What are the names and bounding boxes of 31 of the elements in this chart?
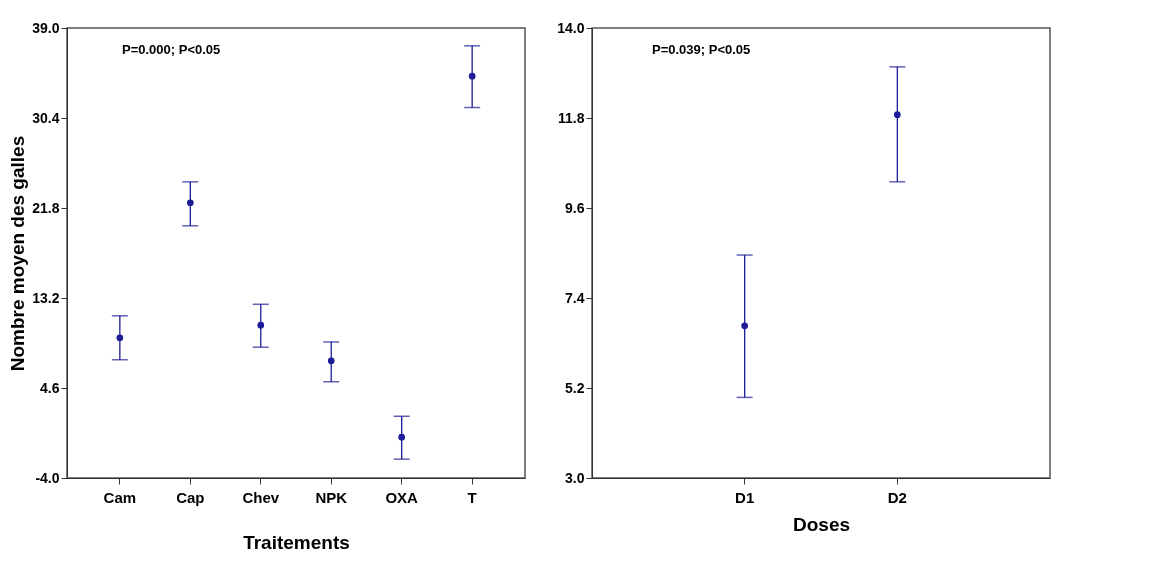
x-tick-label: Cam [103, 488, 137, 506]
y-tick-label: 4.6 [40, 379, 60, 396]
point [257, 321, 265, 329]
y-axis-title: Nombre moyen des galles [7, 135, 29, 372]
x-tick-label: D1 [735, 488, 755, 506]
point [398, 433, 406, 441]
x-tick-label: T [467, 488, 477, 506]
y-tick-label: 21.8 [32, 199, 60, 216]
x-tick-label: OXA [385, 488, 419, 506]
y-tick-label: 5.2 [565, 379, 585, 396]
y-tick-label: 13.2 [32, 289, 60, 306]
y-tick-label: -4.0 [35, 469, 60, 486]
y-tick-label: 11.8 [558, 109, 585, 126]
x-tick-label: D2 [887, 488, 907, 506]
y-tick-label: 39.0 [32, 19, 60, 36]
y-tick-label: 9.6 [565, 199, 585, 216]
x-axis-title: Traitements [243, 531, 350, 553]
y-tick-label: 7.4 [565, 289, 585, 306]
point [468, 72, 476, 80]
x-tick-label: Cap [176, 488, 205, 506]
x-axis-title: Doses [792, 513, 851, 535]
y-tick-label: 3.0 [565, 469, 585, 486]
annotation: P=0.000; P<0.05 [122, 42, 221, 57]
y-tick-label: 14.0 [557, 19, 585, 36]
x-tick-label: NPK [315, 488, 348, 506]
annotation: P=0.039; P<0.05 [652, 42, 751, 57]
x-tick-label: Chev [242, 488, 280, 506]
point [186, 199, 194, 207]
y-tick-label: 30.4 [32, 109, 60, 126]
point [116, 334, 124, 342]
point [327, 357, 335, 365]
